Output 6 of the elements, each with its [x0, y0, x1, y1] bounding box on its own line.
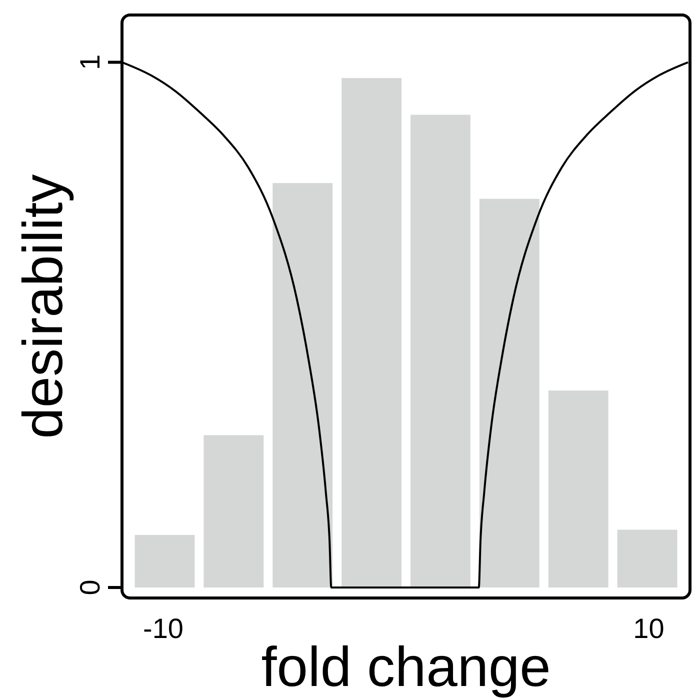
x-tick-label: -10: [143, 613, 184, 644]
y-axis-title: desirability: [11, 174, 74, 439]
x-axis-title: fold change: [261, 635, 551, 698]
y-tick-label: 0: [74, 580, 106, 596]
y-tick-label: 1: [74, 54, 106, 70]
x-tick-label: 10: [633, 613, 664, 644]
